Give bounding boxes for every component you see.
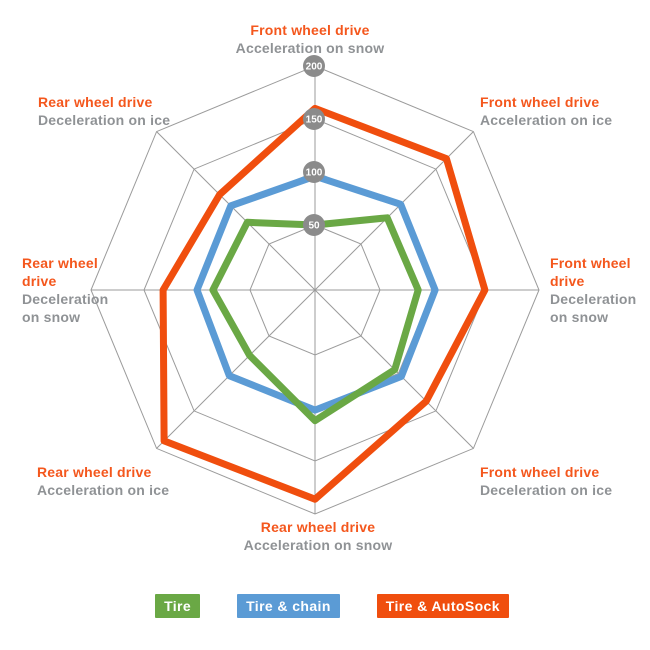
- tick-badge-200: [303, 55, 325, 77]
- axis-label-fwd-decel-ice: Front wheel drive Deceleration on ice: [480, 463, 612, 499]
- series-line-tire: [209, 214, 422, 425]
- grid-spoke: [156, 131, 316, 291]
- axis-subtitle: Acceleration on ice: [37, 482, 170, 498]
- axis-label-rwd-decel-snow: Rear wheel drive Deceleration on snow: [22, 254, 127, 326]
- axis-subtitle: Deceleration on snow: [550, 291, 637, 325]
- tick-badge-50: [303, 214, 325, 236]
- tick-badge-100: [303, 161, 325, 183]
- series-line-tire-autosock: [159, 104, 489, 503]
- axis-label-rwd-decel-ice: Rear wheel drive Deceleration on ice: [38, 93, 170, 129]
- tick-label-200: 200: [306, 62, 323, 73]
- axis-subtitle: Acceleration on ice: [480, 112, 613, 128]
- axis-subtitle: Deceleration on snow: [22, 291, 109, 325]
- axis-title: Front wheel drive: [250, 22, 370, 38]
- grid-spoke: [156, 289, 316, 449]
- axis-title: Front wheel drive: [550, 255, 631, 289]
- legend-item-tire-autosock: Tire & AutoSock: [376, 594, 509, 618]
- axis-label-fwd-accel-ice: Front wheel drive Acceleration on ice: [480, 93, 612, 129]
- grid-ring-200: [90, 65, 540, 515]
- axis-title: Rear wheel drive: [22, 255, 98, 289]
- axis-title: Front wheel drive: [480, 94, 600, 110]
- axis-label-rwd-accel-ice: Rear wheel drive Acceleration on ice: [37, 463, 169, 499]
- series-line-tire-chain: [193, 172, 439, 414]
- grid-ring-50: [249, 224, 381, 356]
- axis-label-rwd-accel-snow: Rear wheel drive Acceleration on snow: [244, 518, 393, 554]
- axis-title: Rear wheel drive: [37, 464, 152, 480]
- tick-label-50: 50: [308, 221, 320, 232]
- axis-subtitle: Acceleration on snow: [235, 40, 385, 56]
- axis-subtitle: Deceleration on ice: [38, 112, 171, 128]
- axis-subtitle: Deceleration on ice: [480, 482, 613, 498]
- legend-item-tire-chain: Tire & chain: [237, 594, 340, 618]
- axis-title: Rear wheel drive: [260, 519, 376, 535]
- legend-item-tire: Tire: [155, 594, 201, 618]
- axis-label-fwd-accel-snow: Front wheel drive Acceleration on snow: [236, 21, 385, 57]
- tick-label-100: 100: [306, 168, 323, 179]
- axis-title: Rear wheel drive: [38, 94, 153, 110]
- tick-badge-150: [303, 108, 325, 130]
- axis-label-fwd-decel-snow: Front wheel drive Deceleration on snow: [550, 254, 650, 326]
- legend: Tire Tire & chain Tire & AutoSock: [0, 594, 650, 618]
- tick-label-150: 150: [306, 115, 323, 126]
- grid-ring-150: [143, 118, 487, 462]
- axis-subtitle: Acceleration on snow: [243, 537, 393, 553]
- axis-title: Front wheel drive: [480, 464, 600, 480]
- grid-spoke: [314, 131, 474, 291]
